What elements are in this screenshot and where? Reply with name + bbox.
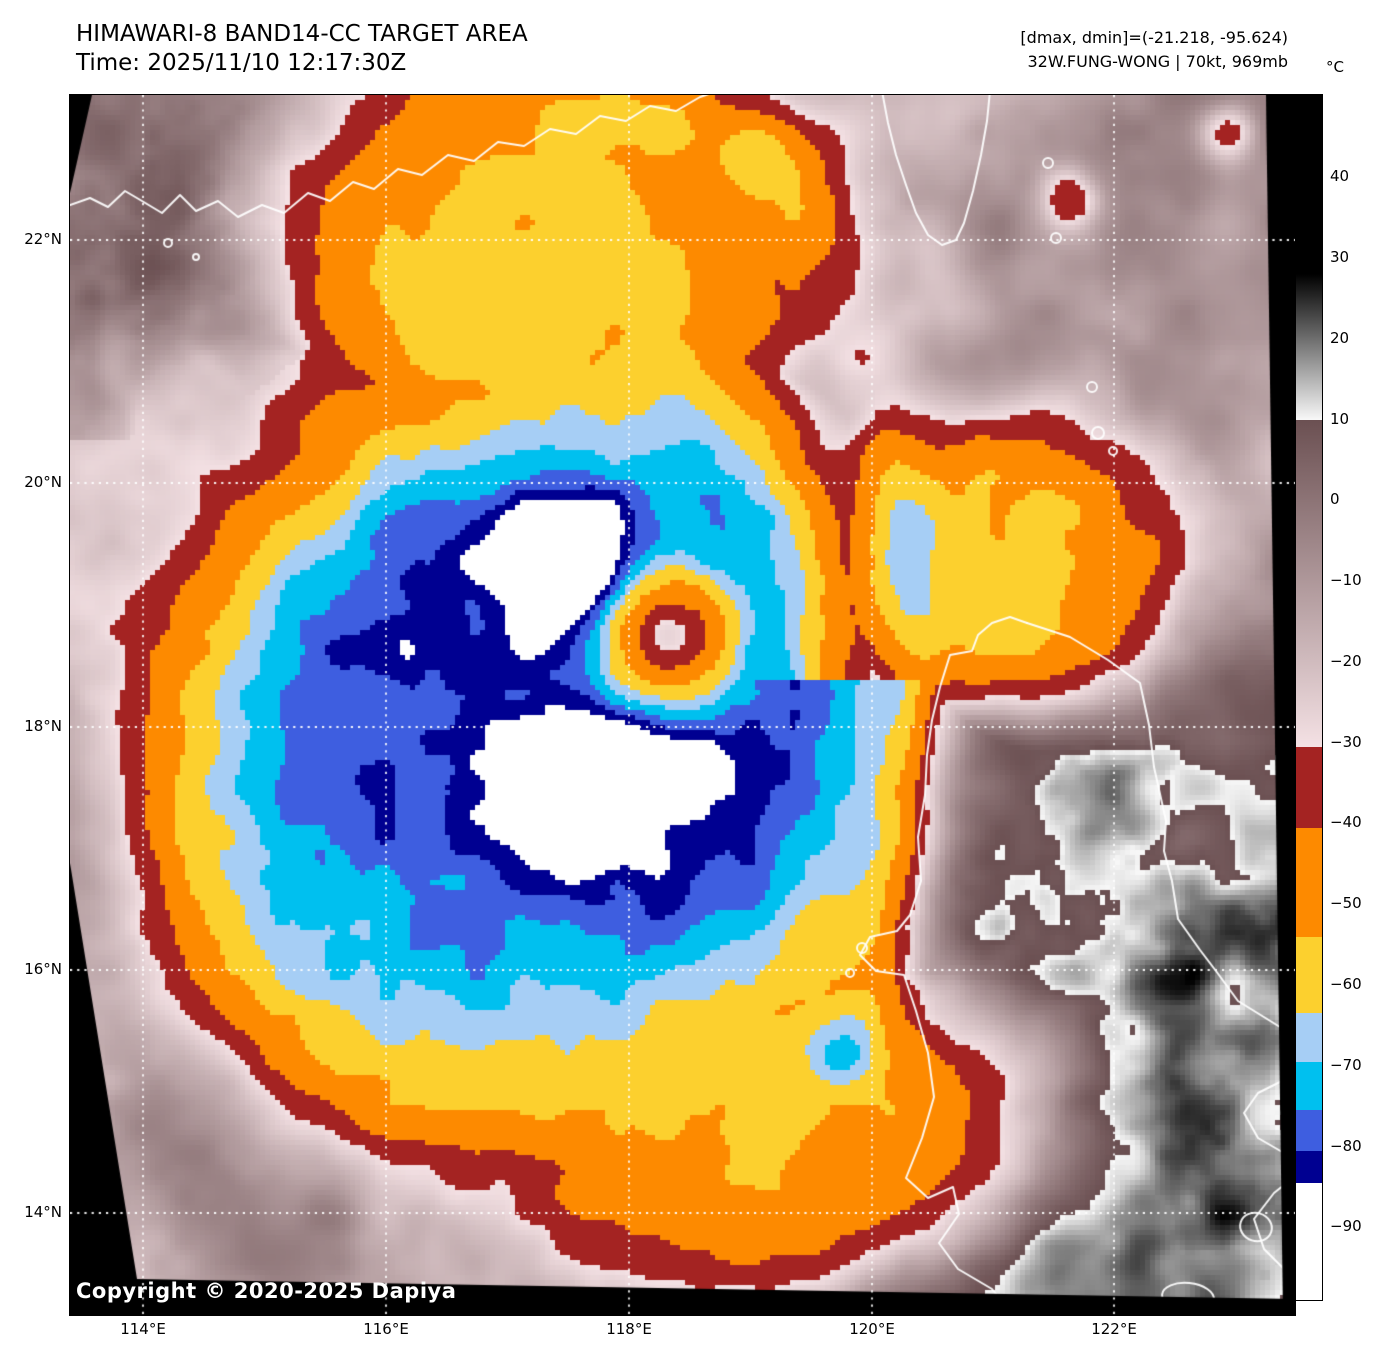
colorbar-tick-label: 10 <box>1330 409 1350 428</box>
colorbar-tick-label: −80 <box>1330 1136 1362 1155</box>
colorbar-segment <box>1296 1150 1322 1184</box>
colorbar-tick-label: −90 <box>1330 1217 1362 1236</box>
lon-tick-label: 120°E <box>849 1320 895 1338</box>
lat-tick-label: 20°N <box>24 473 62 491</box>
colorbar-tick-label: 0 <box>1330 490 1340 509</box>
colorbar-segment <box>1296 746 1322 829</box>
colorbar-segment <box>1296 1110 1322 1152</box>
lon-tick-label: 122°E <box>1091 1320 1137 1338</box>
time-label: Time: 2025/11/10 12:17:30Z <box>76 50 407 76</box>
dmax-dmin-readout: [dmax, dmin]=(-21.218, -95.624) <box>1020 28 1288 47</box>
colorbar-tick-label: −70 <box>1330 1055 1362 1074</box>
colorbar-tick-label: 40 <box>1330 167 1350 186</box>
colorbar-segment <box>1296 1013 1322 1063</box>
storm-info-label: 32W.FUNG-WONG | 70kt, 969mb <box>1027 52 1288 71</box>
figure-title: HIMAWARI-8 BAND14-CC TARGET AREA <box>76 21 528 47</box>
lon-tick-label: 114°E <box>120 1320 166 1338</box>
lon-tick-label: 116°E <box>363 1320 409 1338</box>
colorbar-segment <box>1296 936 1322 1014</box>
colorbar-segment <box>1296 274 1322 421</box>
copyright-label: Copyright © 2020-2025 Dapiya <box>76 1279 457 1303</box>
lat-tick-label: 16°N <box>24 960 62 978</box>
satellite-image <box>70 95 1295 1315</box>
map-axes: Copyright © 2020-2025 Dapiya <box>69 94 1296 1316</box>
colorbar-unit-label: °C <box>1326 58 1344 76</box>
colorbar-segment <box>1296 95 1322 275</box>
colorbar-tick-label: 30 <box>1330 248 1350 267</box>
colorbar-tick-label: −60 <box>1330 975 1362 994</box>
colorbar-tick-label: −10 <box>1330 571 1362 590</box>
colorbar-tick-label: −40 <box>1330 813 1362 832</box>
colorbar-tick-label: −50 <box>1330 894 1362 913</box>
lat-tick-label: 18°N <box>24 717 62 735</box>
colorbar-segment <box>1296 1061 1322 1111</box>
colorbar <box>1295 94 1323 1301</box>
colorbar-segment <box>1296 419 1322 748</box>
colorbar-tick-label: −20 <box>1330 651 1362 670</box>
colorbar-segment <box>1296 1182 1322 1301</box>
lat-tick-label: 14°N <box>24 1203 62 1221</box>
colorbar-tick-label: −30 <box>1330 732 1362 751</box>
colorbar-tick-label: 20 <box>1330 328 1350 347</box>
colorbar-segment <box>1296 827 1322 938</box>
lon-tick-label: 118°E <box>606 1320 652 1338</box>
lat-tick-label: 22°N <box>24 230 62 248</box>
